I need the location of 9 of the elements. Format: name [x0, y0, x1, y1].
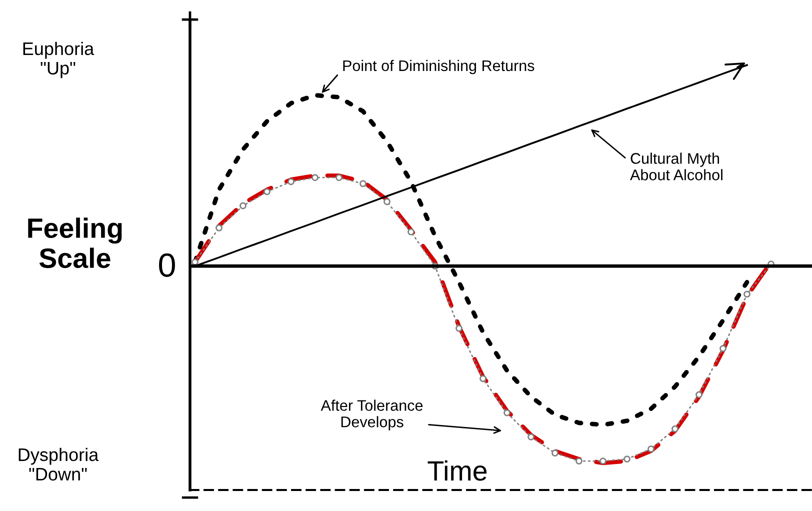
annotation: Point of Diminishing Returns	[343, 60, 534, 74]
text: 0	[159, 253, 175, 277]
annotation: After Tolerance Develops	[320, 400, 423, 430]
text: Dysphoria "Down"	[18, 448, 99, 481]
x-axis-title: Time	[428, 460, 487, 481]
text: −	[182, 496, 198, 499]
text: Euphoria "Up"	[23, 42, 94, 78]
y-axis-title: Feeling Scale	[28, 218, 122, 268]
annotation: Cultural Myth About Alcohol	[630, 152, 722, 180]
